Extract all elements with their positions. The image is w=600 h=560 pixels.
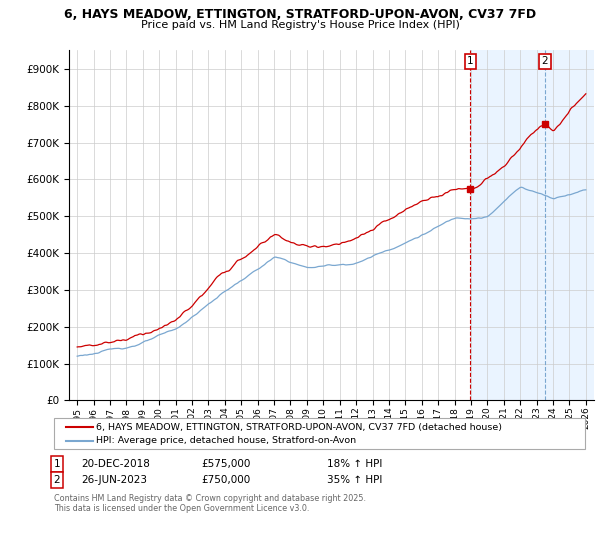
Text: 6, HAYS MEADOW, ETTINGTON, STRATFORD-UPON-AVON, CV37 7FD (detached house): 6, HAYS MEADOW, ETTINGTON, STRATFORD-UPO… [96,423,502,432]
Text: 1: 1 [467,57,474,67]
Text: £575,000: £575,000 [201,459,250,469]
Text: 2: 2 [53,475,61,485]
Text: 26-JUN-2023: 26-JUN-2023 [81,475,147,485]
Text: 1: 1 [53,459,61,469]
Text: 18% ↑ HPI: 18% ↑ HPI [327,459,382,469]
Text: Contains HM Land Registry data © Crown copyright and database right 2025.
This d: Contains HM Land Registry data © Crown c… [54,494,366,514]
Text: 2: 2 [541,57,548,67]
Text: 20-DEC-2018: 20-DEC-2018 [81,459,150,469]
Text: 6, HAYS MEADOW, ETTINGTON, STRATFORD-UPON-AVON, CV37 7FD: 6, HAYS MEADOW, ETTINGTON, STRATFORD-UPO… [64,8,536,21]
Text: 35% ↑ HPI: 35% ↑ HPI [327,475,382,485]
Bar [470,50,594,400]
Text: HPI: Average price, detached house, Stratford-on-Avon: HPI: Average price, detached house, Stra… [96,436,356,445]
Text: £750,000: £750,000 [201,475,250,485]
Text: Price paid vs. HM Land Registry's House Price Index (HPI): Price paid vs. HM Land Registry's House … [140,20,460,30]
